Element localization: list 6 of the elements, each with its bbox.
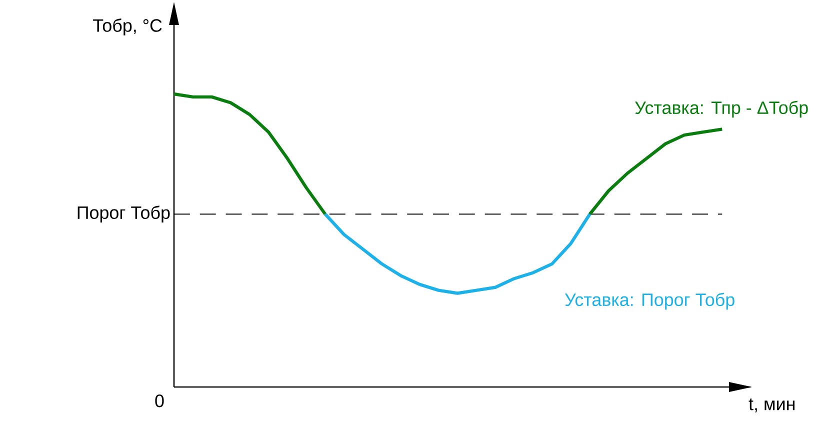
series-label: Уставка: Тпр - ΔТобр: [635, 100, 808, 118]
x-axis-title: t, мин: [748, 398, 794, 412]
y-axis-title: Тобр, °C: [93, 18, 162, 36]
ref-line-label: Порог Тобр: [78, 206, 170, 223]
series-label: Уставка: Порог Тобр: [564, 292, 734, 310]
text: 0: [155, 394, 164, 408]
